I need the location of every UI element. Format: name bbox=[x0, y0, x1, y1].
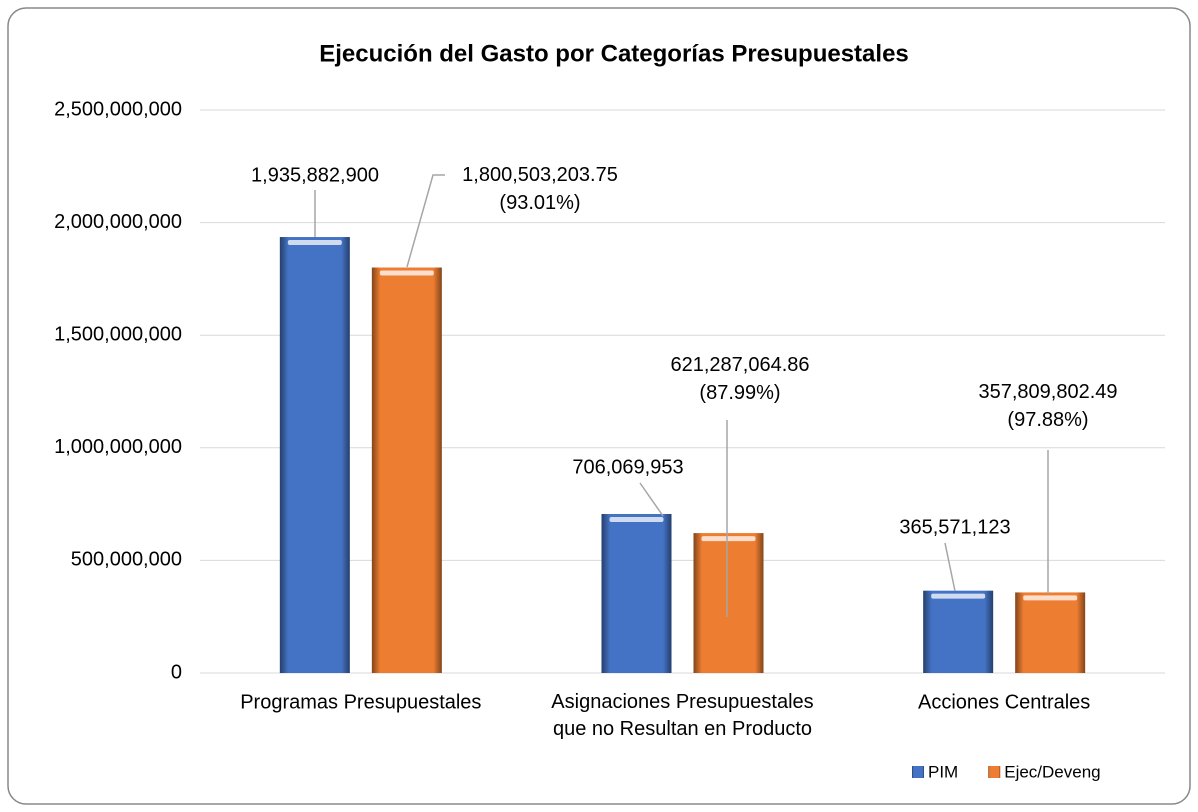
legend-swatch bbox=[988, 766, 1001, 778]
legend-label: Ejec/Deveng bbox=[1004, 762, 1100, 781]
y-tick-label: 500,000,000 bbox=[71, 549, 182, 571]
y-tick-label: 2,500,000,000 bbox=[54, 98, 182, 120]
chart-title: Ejecución del Gasto por Categorías Presu… bbox=[319, 40, 909, 67]
legend-swatch bbox=[912, 766, 924, 778]
y-tick-label: 1,500,000,000 bbox=[54, 323, 182, 345]
bar-highlight bbox=[379, 270, 434, 276]
data-label: 365,571,123 bbox=[899, 516, 1010, 538]
bar bbox=[693, 533, 764, 673]
bar-highlight bbox=[1023, 595, 1078, 601]
bar bbox=[279, 237, 350, 673]
legend-label: PIM bbox=[928, 762, 958, 781]
y-tick-label: 1,000,000,000 bbox=[54, 436, 182, 458]
leader-line bbox=[944, 542, 956, 592]
data-label: 1,935,882,900 bbox=[251, 164, 379, 186]
chart-frame bbox=[7, 7, 1191, 805]
bar bbox=[601, 513, 672, 673]
x-tick-label: Acciones Centrales bbox=[918, 691, 1090, 713]
data-label: 706,069,953 bbox=[572, 456, 683, 478]
bar-highlight bbox=[931, 593, 986, 599]
bar bbox=[923, 590, 994, 673]
data-label: 621,287,064.86 (87.99%) bbox=[670, 354, 809, 404]
bar bbox=[371, 267, 442, 673]
bar-highlight bbox=[287, 240, 342, 246]
leader-line bbox=[639, 482, 664, 517]
data-label: 1,800,503,203.75 (93.01%) bbox=[462, 164, 618, 214]
leader-line bbox=[406, 174, 445, 268]
bar-highlight bbox=[701, 536, 756, 542]
data-label: 357,809,802.49 (97.88%) bbox=[978, 381, 1117, 431]
y-tick-label: 0 bbox=[171, 661, 182, 683]
y-tick-label: 2,000,000,000 bbox=[54, 211, 182, 233]
bar-highlight bbox=[609, 516, 664, 522]
x-tick-label: Programas Presupuestales bbox=[240, 691, 481, 713]
x-tick-label: Asignaciones Presupuestales que no Result… bbox=[551, 691, 813, 740]
bar bbox=[1015, 592, 1086, 673]
